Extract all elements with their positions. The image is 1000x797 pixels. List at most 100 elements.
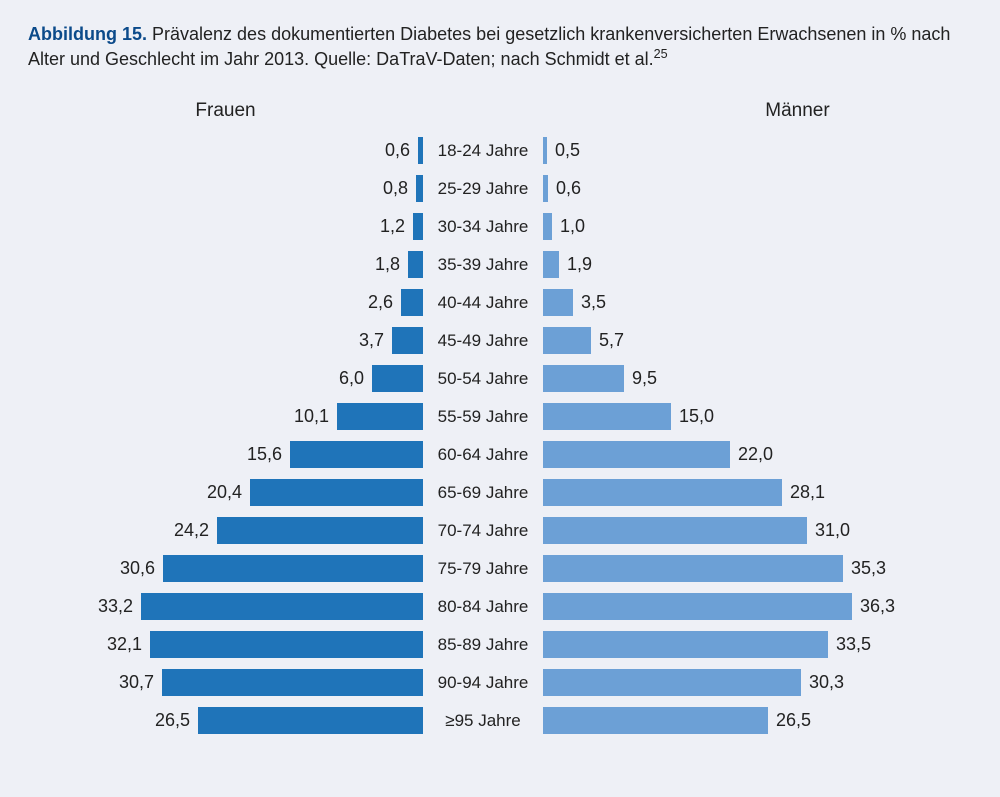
right-cell: 15,0 [543,403,938,430]
right-cell: 9,5 [543,365,938,392]
right-value-label: 1,9 [567,254,592,275]
right-cell: 30,3 [543,669,938,696]
right-cell: 1,9 [543,251,938,278]
age-category-label: 70-74 Jahre [423,521,543,541]
left-cell: 30,7 [28,669,423,696]
age-category-label: 90-94 Jahre [423,673,543,693]
left-bar [150,631,423,658]
right-cell: 35,3 [543,555,938,582]
age-category-label: 55-59 Jahre [423,407,543,427]
left-value-label: 24,2 [174,520,209,541]
right-bar [543,137,547,164]
right-value-label: 28,1 [790,482,825,503]
left-value-label: 26,5 [155,710,190,731]
left-cell: 0,8 [28,175,423,202]
chart-row: 30,6 75-79 Jahre 35,3 [28,550,972,588]
left-cell: 33,2 [28,593,423,620]
left-cell: 15,6 [28,441,423,468]
left-cell: 10,1 [28,403,423,430]
left-value-label: 30,6 [120,558,155,579]
right-value-label: 9,5 [632,368,657,389]
left-cell: 3,7 [28,327,423,354]
left-value-label: 10,1 [294,406,329,427]
left-value-label: 33,2 [98,596,133,617]
right-bar [543,669,801,696]
left-bar [163,555,423,582]
right-cell: 22,0 [543,441,938,468]
age-category-label: ≥95 Jahre [423,711,543,731]
left-value-label: 1,8 [375,254,400,275]
left-value-label: 2,6 [368,292,393,313]
left-cell: 6,0 [28,365,423,392]
right-value-label: 36,3 [860,596,895,617]
right-bar [543,327,591,354]
left-bar [162,669,423,696]
chart-row: 32,1 85-89 Jahre 33,5 [28,626,972,664]
age-category-label: 40-44 Jahre [423,293,543,313]
left-bar [198,707,423,734]
right-bar [543,555,843,582]
age-category-label: 80-84 Jahre [423,597,543,617]
figure-label: Abbildung 15. [28,24,147,44]
left-bar [413,213,423,240]
right-cell: 0,5 [543,137,938,164]
chart-row: 6,050-54 Jahre9,5 [28,360,972,398]
left-value-label: 1,2 [380,216,405,237]
left-value-label: 20,4 [207,482,242,503]
figure-caption-sup: 25 [654,47,668,61]
left-value-label: 32,1 [107,634,142,655]
age-category-label: 45-49 Jahre [423,331,543,351]
left-cell: 24,2 [28,517,423,544]
chart-row: 1,8 35-39 Jahre 1,9 [28,246,972,284]
right-bar [543,289,573,316]
right-bar [543,631,828,658]
center-spacer [463,100,583,122]
chart-row: 26,5 ≥95 Jahre 26,5 [28,702,972,740]
right-bar [543,593,852,620]
age-category-label: 35-39 Jahre [423,255,543,275]
left-bar [217,517,423,544]
right-cell: 0,6 [543,175,938,202]
age-category-label: 25-29 Jahre [423,179,543,199]
age-category-label: 60-64 Jahre [423,445,543,465]
right-value-label: 0,5 [555,140,580,161]
chart-row: 20,4 65-69 Jahre 28,1 [28,474,972,512]
right-bar [543,365,624,392]
right-value-label: 3,5 [581,292,606,313]
chart-row: 33,2 80-84 Jahre 36,3 [28,588,972,626]
right-cell: 26,5 [543,707,938,734]
age-category-label: 85-89 Jahre [423,635,543,655]
left-cell: 30,6 [28,555,423,582]
right-value-label: 26,5 [776,710,811,731]
right-cell: 5,7 [543,327,938,354]
right-value-label: 35,3 [851,558,886,579]
right-bar [543,251,559,278]
right-value-label: 33,5 [836,634,871,655]
left-series-header: Frauen [28,100,463,122]
right-value-label: 30,3 [809,672,844,693]
left-value-label: 15,6 [247,444,282,465]
chart-row: 0,825-29 Jahre 0,6 [28,170,972,208]
left-cell: 2,6 [28,289,423,316]
left-bar [250,479,423,506]
figure-caption-text: Prävalenz des dokumentierten Diabetes be… [28,24,950,69]
left-cell: 1,8 [28,251,423,278]
chart-row: 24,270-74 Jahre31,0 [28,512,972,550]
right-bar [543,175,548,202]
left-cell: 26,5 [28,707,423,734]
left-bar [408,251,423,278]
left-bar [372,365,423,392]
right-cell: 33,5 [543,631,938,658]
chart-row: 0,618-24 Jahre0,5 [28,132,972,170]
age-category-label: 30-34 Jahre [423,217,543,237]
right-cell: 36,3 [543,593,938,620]
left-value-label: 6,0 [339,368,364,389]
age-category-label: 18-24 Jahre [423,141,543,161]
right-value-label: 5,7 [599,330,624,351]
right-cell: 28,1 [543,479,938,506]
chart-row: 1,230-34 Jahre1,0 [28,208,972,246]
right-value-label: 0,6 [556,178,581,199]
age-category-label: 65-69 Jahre [423,483,543,503]
right-bar [543,479,782,506]
age-category-label: 75-79 Jahre [423,559,543,579]
